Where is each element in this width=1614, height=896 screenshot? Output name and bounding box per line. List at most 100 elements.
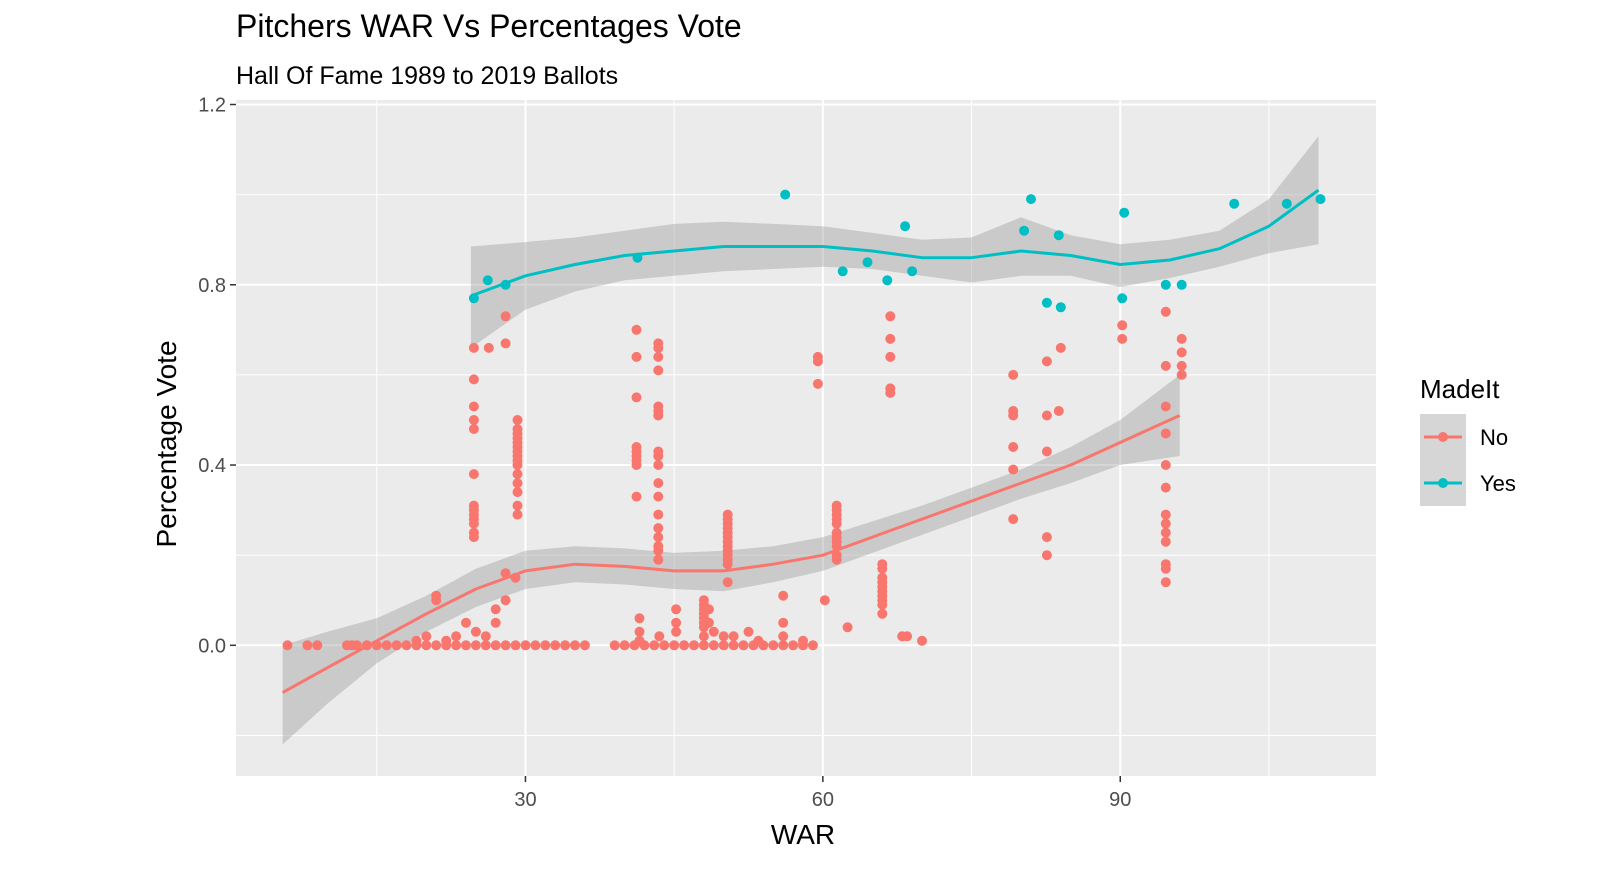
point-no-12 xyxy=(411,635,422,646)
point-no-163 xyxy=(812,378,823,389)
y-tick-label-2: 0.8 xyxy=(198,275,226,297)
point-no-55 xyxy=(728,640,739,651)
point-no-27 xyxy=(480,631,491,642)
point-no-214 xyxy=(1160,527,1171,538)
point-no-221 xyxy=(1160,360,1171,371)
point-yes-18 xyxy=(1176,279,1187,290)
y-axis-ticks: 0.0 0.4 0.8 1.2 xyxy=(198,95,236,657)
point-no-132 xyxy=(653,554,664,565)
point-no-191 xyxy=(885,333,896,344)
smooth-lines xyxy=(281,188,1320,694)
point-no-178 xyxy=(877,608,888,619)
point-no-98 xyxy=(468,500,479,511)
point-no-19 xyxy=(441,635,452,646)
point-no-70 xyxy=(671,604,682,615)
point-no-111 xyxy=(512,478,523,489)
point-no-80 xyxy=(703,604,714,615)
point-no-223 xyxy=(1176,369,1187,380)
point-no-110 xyxy=(512,487,523,498)
legend-label-yes: Yes xyxy=(1480,471,1516,496)
point-no-147 xyxy=(653,351,664,362)
point-no-51 xyxy=(689,640,699,651)
point-no-209 xyxy=(1117,320,1128,331)
point-no-84 xyxy=(743,626,754,637)
point-no-44 xyxy=(619,640,630,651)
point-no-89 xyxy=(798,635,808,646)
point-no-194 xyxy=(917,635,927,646)
point-no-222 xyxy=(1160,306,1171,317)
point-no-197 xyxy=(1008,442,1019,452)
point-no-136 xyxy=(653,523,664,534)
point-yes-4 xyxy=(780,189,791,200)
point-no-42 xyxy=(579,640,590,651)
y-axis-title: Percentage Vote xyxy=(151,340,182,547)
point-no-9 xyxy=(391,640,402,651)
point-no-26 xyxy=(480,640,491,651)
point-no-172 xyxy=(831,527,842,538)
point-no-204 xyxy=(1041,410,1052,421)
point-no-39 xyxy=(550,640,561,651)
point-no-225 xyxy=(1176,347,1187,358)
data-points xyxy=(282,189,1326,651)
point-no-14 xyxy=(421,631,432,642)
point-no-218 xyxy=(1160,460,1171,470)
point-no-128 xyxy=(631,442,642,452)
point-no-100 xyxy=(468,424,479,434)
point-no-78 xyxy=(698,595,709,606)
point-no-104 xyxy=(468,342,479,353)
point-no-90 xyxy=(842,622,853,633)
point-yes-19 xyxy=(1229,198,1240,209)
point-no-207 xyxy=(1055,342,1066,353)
point-yes-10 xyxy=(1019,225,1030,236)
point-no-145 xyxy=(653,401,664,412)
point-no-71 xyxy=(698,631,709,642)
point-no-112 xyxy=(512,469,523,480)
x-tick-label-2: 90 xyxy=(1109,789,1131,811)
point-no-43 xyxy=(609,640,620,651)
point-no-206 xyxy=(1053,406,1064,416)
point-no-220 xyxy=(1160,401,1171,412)
point-no-142 xyxy=(653,446,664,457)
point-no-86 xyxy=(778,631,789,642)
smooth-line-no xyxy=(281,414,1181,694)
point-yes-1 xyxy=(482,275,493,286)
point-no-195 xyxy=(1008,514,1019,525)
legend-title: MadeIt xyxy=(1420,374,1500,404)
point-no-196 xyxy=(1008,464,1019,475)
x-tick-label-1: 60 xyxy=(812,789,834,811)
point-no-47 xyxy=(649,640,660,651)
point-no-137 xyxy=(653,509,664,520)
point-no-56 xyxy=(738,640,749,651)
point-no-22 xyxy=(461,640,471,651)
point-no-32 xyxy=(500,595,511,606)
point-no-192 xyxy=(885,311,896,322)
y-tick-label-0: 0.0 xyxy=(198,635,226,657)
point-no-2 xyxy=(312,640,323,651)
point-yes-14 xyxy=(1055,302,1066,313)
confidence-band-yes xyxy=(470,136,1319,348)
point-no-82 xyxy=(718,631,729,642)
point-no-5 xyxy=(351,640,362,651)
point-no-213 xyxy=(1160,536,1171,547)
point-no-193 xyxy=(902,631,913,642)
point-no-61 xyxy=(788,640,799,651)
point-no-215 xyxy=(1160,518,1171,529)
point-no-122 xyxy=(512,415,523,425)
point-no-202 xyxy=(1041,532,1052,543)
point-no-99 xyxy=(468,469,479,480)
point-no-8 xyxy=(381,640,392,651)
legend-label-no: No xyxy=(1480,425,1508,450)
point-no-69 xyxy=(671,617,682,628)
point-no-103 xyxy=(468,374,479,385)
point-no-208 xyxy=(1117,333,1128,344)
point-no-138 xyxy=(653,491,664,502)
point-no-226 xyxy=(1176,333,1187,344)
point-no-87 xyxy=(778,617,789,628)
point-no-109 xyxy=(512,500,523,511)
legend-key-point-yes xyxy=(1438,478,1448,488)
point-no-67 xyxy=(654,631,665,642)
point-no-36 xyxy=(520,640,531,651)
legend-key-point-no xyxy=(1438,432,1448,442)
point-no-93 xyxy=(468,527,479,538)
